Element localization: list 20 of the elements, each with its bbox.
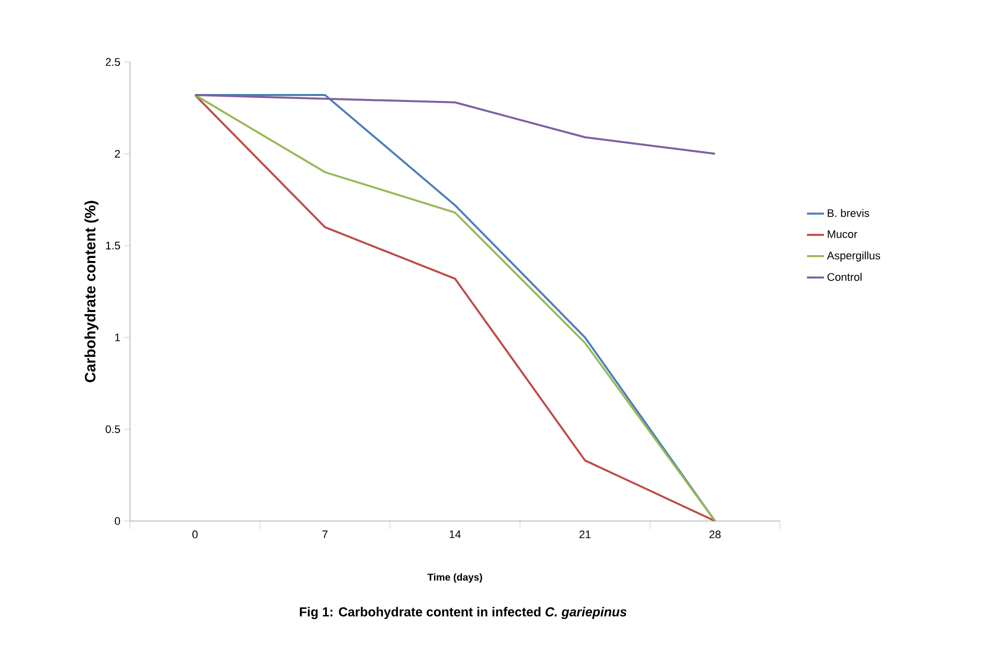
y-tick-label: 0.5 xyxy=(106,425,120,434)
legend-label: Control xyxy=(828,272,862,281)
legend-label: Mucor xyxy=(828,230,858,238)
x-tick-label: 7 xyxy=(322,530,328,538)
x-tick-label: 28 xyxy=(709,530,721,538)
x-axis-title: Time (days) xyxy=(428,573,482,583)
x-tick-label: 21 xyxy=(579,530,591,538)
y-tick-label: 1 xyxy=(115,334,120,342)
y-tick-label: 2.5 xyxy=(106,58,120,66)
x-tick-label: 14 xyxy=(450,530,461,538)
legend-label: Aspergillus xyxy=(826,251,880,262)
x-tick-label: 0 xyxy=(192,530,198,538)
line-series xyxy=(194,94,716,522)
text: Fig 1: Carbohydrate content in infected C. gariepinus xyxy=(300,606,627,620)
y-axis-title: Carbohydrate content (%) xyxy=(84,200,98,382)
y-tick-label: 1.5 xyxy=(106,242,120,250)
legend-label: B. brevis xyxy=(828,208,870,217)
line-series xyxy=(194,94,716,155)
y-tick-label: 0 xyxy=(114,517,120,525)
y-tick-label: 2 xyxy=(114,150,120,158)
